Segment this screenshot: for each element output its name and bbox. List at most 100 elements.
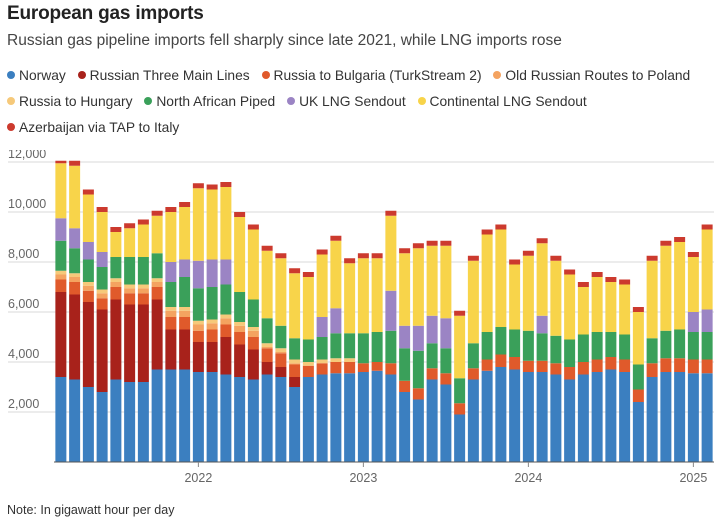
bar-segment: [69, 277, 81, 282]
bar-segment: [206, 287, 218, 320]
bar-segment: [385, 290, 397, 331]
bar-segment: [275, 258, 287, 326]
bar-segment: [467, 379, 479, 462]
bar-segment: [357, 363, 369, 372]
bar-segment: [357, 253, 369, 259]
bar-segment: [151, 369, 163, 462]
bar-segment: [426, 379, 438, 462]
bar-segment: [206, 323, 218, 330]
bar-segment: [192, 260, 204, 289]
legend-label: Russian Three Main Lines: [89, 68, 250, 83]
bar-segment: [82, 302, 94, 387]
bar-segment: [289, 273, 301, 339]
bar-segment: [82, 282, 94, 286]
bar-segment: [577, 287, 589, 335]
bar-segment: [302, 377, 314, 462]
bar-segment: [632, 364, 644, 390]
bar-segment: [674, 242, 686, 330]
bar-segment: [481, 332, 493, 360]
bar-segment: [330, 308, 342, 334]
legend-label: Old Russian Routes to Poland: [505, 68, 691, 83]
bar-segment: [344, 333, 356, 359]
x-tick-label: 2022: [184, 471, 212, 485]
bar-segment: [467, 260, 479, 344]
y-tick-label: 8,000: [8, 247, 39, 261]
bar-segment: [577, 334, 589, 362]
bar-segment: [165, 310, 177, 317]
bar-segment: [632, 307, 644, 312]
bar-segment: [522, 330, 534, 361]
bar-segment: [96, 212, 108, 252]
bar-segment: [522, 250, 534, 256]
bar-segment: [206, 189, 218, 260]
bar-segment: [344, 362, 356, 374]
bar-segment: [234, 217, 246, 292]
bar-segment: [701, 224, 713, 230]
bar-segment: [165, 369, 177, 462]
bar-segment: [192, 330, 204, 342]
bar-segment: [426, 368, 438, 380]
bar-segment: [399, 253, 411, 326]
bar-segment: [275, 353, 287, 367]
bar-segment: [275, 352, 287, 354]
bar-segment: [344, 373, 356, 462]
y-tick-label: 4,000: [8, 347, 39, 361]
bar-segment: [646, 338, 658, 364]
bar-segment: [412, 399, 424, 462]
bar-segment: [330, 235, 342, 241]
bar-segment: [701, 309, 713, 332]
bar-segment: [591, 272, 603, 277]
bar-segment: [509, 264, 521, 330]
bar-segment: [522, 360, 534, 372]
bar-segment: [687, 332, 699, 360]
bar-segment: [536, 315, 548, 334]
bar-segment: [522, 372, 534, 462]
bar-segment: [440, 240, 452, 246]
bar-segment: [192, 324, 204, 331]
bar-segment: [179, 207, 191, 260]
bar-segment: [660, 245, 672, 331]
bar-segment: [220, 187, 232, 260]
bar-segment: [275, 325, 287, 349]
bar-segment: [467, 343, 479, 369]
bar-segment: [632, 402, 644, 462]
legend-item: North African Piped: [144, 94, 275, 109]
bar-segment: [674, 237, 686, 242]
bar-segment: [385, 363, 397, 375]
bar-segment: [591, 277, 603, 332]
bar-segment: [234, 212, 246, 217]
bar-segment: [371, 332, 383, 362]
bar-segment: [550, 255, 562, 261]
x-tick-label: 2024: [514, 471, 542, 485]
bar-segment: [302, 365, 314, 377]
y-tick-label: 12,000: [8, 150, 46, 161]
bar-segment: [151, 299, 163, 370]
bar-segment: [509, 357, 521, 370]
bar-segment: [481, 359, 493, 371]
bar-segment: [302, 277, 314, 340]
bar-segment: [660, 358, 672, 372]
bar-segment: [220, 284, 232, 315]
bar-segment: [261, 318, 273, 344]
bar-segment: [165, 317, 177, 330]
bar-segment: [82, 242, 94, 260]
bar-segment: [151, 253, 163, 279]
bar-segment: [605, 277, 617, 282]
legend-label: Norway: [19, 68, 66, 83]
bar-segment: [82, 194, 94, 242]
bar-segment: [192, 183, 204, 189]
bar-segment: [247, 349, 259, 380]
bar-segment: [522, 255, 534, 331]
bar-segment: [261, 343, 273, 347]
bar-segment: [137, 293, 149, 305]
bar-segment: [275, 253, 287, 259]
bar-segment: [674, 372, 686, 462]
bar-segment: [124, 288, 136, 294]
bar-segment: [110, 299, 122, 380]
bar-segment: [495, 367, 507, 462]
bar-segment: [289, 338, 301, 360]
bar-segment: [55, 270, 67, 275]
bar-segment: [179, 317, 191, 330]
bar-segment: [454, 310, 466, 316]
bar-segment: [192, 342, 204, 372]
